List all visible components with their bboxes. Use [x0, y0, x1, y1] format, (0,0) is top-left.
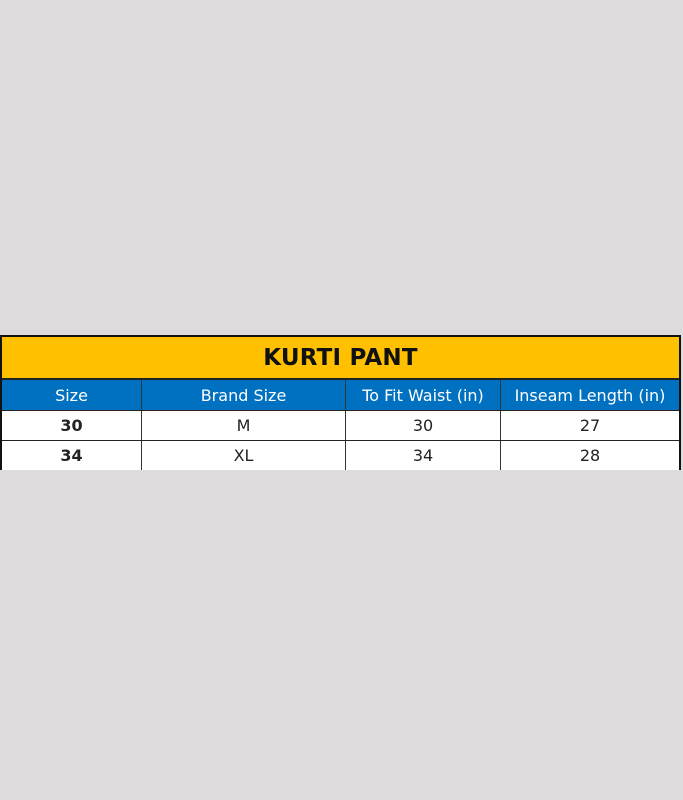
- table-row: 34 XL 34 28: [2, 440, 679, 470]
- header-size: Size: [2, 380, 142, 410]
- cell-brand-size: XL: [142, 441, 346, 470]
- size-chart-table: KURTI PANT Size Brand Size To Fit Waist …: [0, 335, 681, 470]
- table-title: KURTI PANT: [2, 337, 679, 380]
- cell-brand-size: M: [142, 411, 346, 440]
- cell-waist: 34: [346, 441, 501, 470]
- header-waist: To Fit Waist (in): [346, 380, 501, 410]
- cell-size: 30: [2, 411, 142, 440]
- cell-inseam: 27: [579, 416, 601, 435]
- table-row: 30 M 30 27: [2, 410, 679, 440]
- header-row: Size Brand Size To Fit Waist (in) Inseam…: [2, 380, 679, 410]
- header-brand-size: Brand Size: [142, 380, 346, 410]
- cell-size: 34: [2, 441, 142, 470]
- header-inseam: Inseam Length (in): [514, 385, 666, 405]
- cell-inseam: 28: [579, 446, 601, 465]
- cell-waist: 30: [346, 411, 501, 440]
